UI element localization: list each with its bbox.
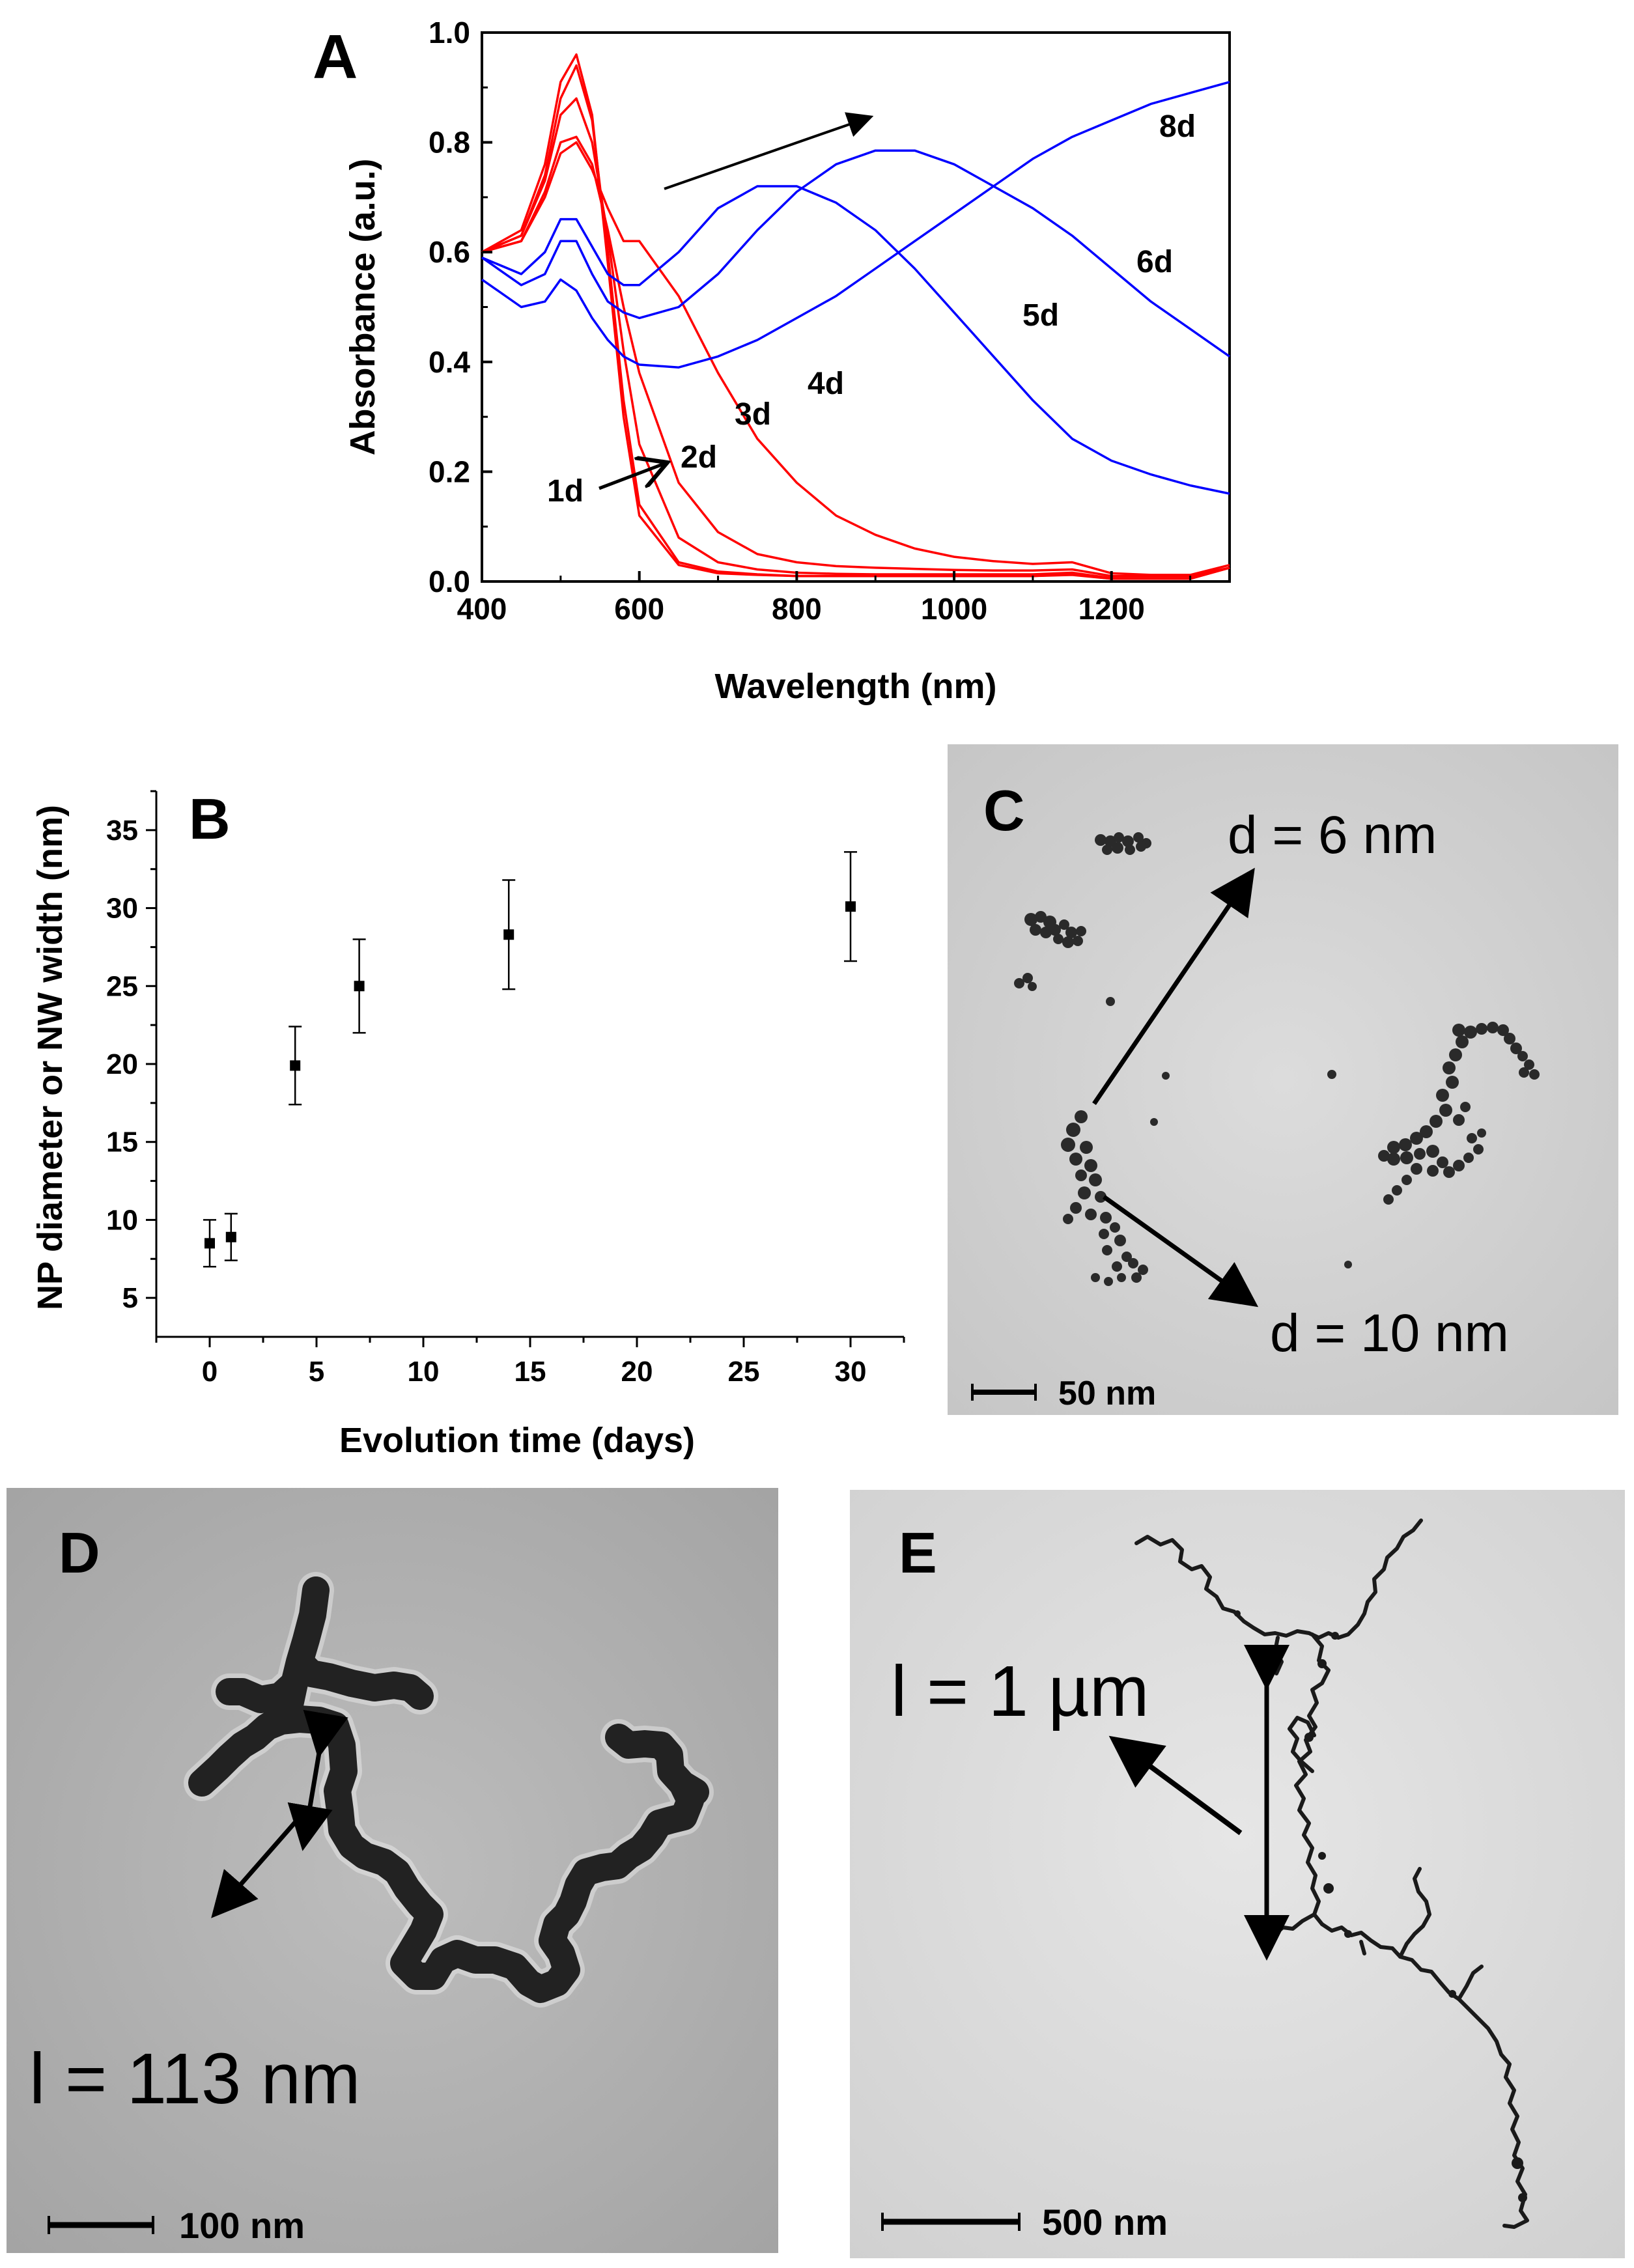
x-tick-label-a-400: 400	[457, 592, 507, 626]
plot-frame-a	[481, 31, 1231, 583]
annot-d6: d = 6 nm	[1228, 805, 1437, 865]
x-tick-label-b-10: 10	[408, 1356, 440, 1388]
scale-label-c: 50 nm	[1058, 1375, 1156, 1412]
x-tick-label-b-25: 25	[728, 1356, 760, 1388]
arrow-d6	[1092, 867, 1255, 1105]
y-tick-label-b-10: 10	[106, 1204, 138, 1236]
curve-label-8d: 8d	[1159, 109, 1196, 144]
data-point-5	[503, 929, 514, 940]
nanowire-e-knots	[1234, 1610, 1527, 2202]
y-tick-label-a-0.4: 0.4	[429, 345, 470, 379]
x-axis-title-a: Wavelength (nm)	[714, 667, 996, 706]
curve-label-1d: 1d	[547, 474, 584, 509]
pointer-arrow-e	[1108, 1735, 1243, 1836]
absorbance-series-7	[481, 149, 1231, 357]
nanowire-d	[184, 1572, 714, 2008]
y-tick-label-b-25: 25	[106, 970, 138, 1002]
x-axis-title-b: Evolution time (days)	[339, 1421, 695, 1460]
y-axis-title-a: Absorbance (a.u.)	[343, 158, 382, 455]
panel-b-letter: B	[189, 787, 231, 851]
absorbance-chart: 400 600 800 1000 1200 0.0 0.2 0.4 0.6 0.8 1.0 Wavel…	[343, 16, 1231, 706]
data-point-6	[845, 901, 856, 912]
y-tick-label-b-20: 20	[106, 1048, 138, 1080]
y-tick-label-b-15: 15	[106, 1127, 138, 1158]
curve-label-2d: 2d	[681, 440, 717, 475]
curve-label-5d: 5d	[1022, 298, 1059, 333]
redshift-arrow	[664, 112, 874, 190]
absorbance-series-6	[481, 185, 1230, 495]
panel-d-letter: D	[59, 1520, 100, 1585]
x-tick-label-b-5: 5	[309, 1356, 324, 1388]
y-axis-title-b: NP diameter or NW width (nm)	[31, 805, 70, 1310]
scale-bar-c	[971, 1384, 1037, 1401]
arrow-1d	[599, 464, 664, 490]
annot-length-e: l = 1 µm	[891, 1651, 1149, 1731]
panel-a: A 400 600 800 1000 1200 0.0 0.2 0.4 0.6 0.8 1.0 Wav…	[313, 16, 1231, 706]
curve-label-3d: 3d	[735, 397, 771, 432]
x-tick-label-a-1000: 1000	[921, 592, 987, 626]
nanowire-e	[1134, 1519, 1529, 2229]
x-tick-label-b-20: 20	[621, 1356, 653, 1388]
scale-label-d: 100 nm	[179, 2205, 305, 2246]
y-tick-label-a-0.8: 0.8	[429, 126, 470, 160]
length-arrow-d	[287, 1709, 348, 1851]
data-point-1	[204, 1238, 215, 1249]
y-tick-label-b-5: 5	[122, 1282, 138, 1314]
data-point-4	[354, 981, 365, 992]
x-tick-label-a-600: 600	[614, 592, 664, 626]
panel-c-letter: C	[983, 778, 1025, 843]
curve-label-4d: 4d	[808, 367, 844, 401]
arrow-d10	[1102, 1195, 1259, 1308]
nanoparticle-cluster-c	[1014, 832, 1540, 1286]
panel-a-letter: A	[313, 22, 358, 92]
pointer-arrow-d	[211, 1812, 305, 1918]
y-tick-label-a-0.2: 0.2	[429, 455, 470, 488]
annot-length-d: l = 113 nm	[29, 2039, 361, 2119]
x-tick-label-a-800: 800	[772, 592, 822, 626]
scale-label-e: 500 nm	[1042, 2202, 1168, 2243]
y-tick-label-b-35: 35	[106, 815, 138, 847]
absorbance-series-3	[481, 97, 1230, 580]
absorbance-series-2	[481, 64, 1230, 580]
data-point-2	[225, 1231, 236, 1242]
data-point-3	[290, 1060, 301, 1071]
y-tick-label-a-1: 1.0	[429, 16, 470, 49]
y-tick-label-a-0: 0.0	[429, 565, 470, 598]
scale-bar-d	[48, 2216, 154, 2234]
panel-b: B 0 5 10 15 20 25 30 5 10 15 20 25 30 35 Evolution tim…	[31, 787, 905, 1460]
panel-c-tem: C d = 6 nm d = 10 nm 50 nm	[948, 744, 1618, 1415]
curve-label-6d: 6d	[1136, 245, 1173, 279]
tem-image-c	[948, 744, 1618, 1415]
panel-e-letter: E	[899, 1520, 937, 1585]
y-tick-label-b-30: 30	[106, 893, 138, 925]
tem-image-e	[850, 1490, 1625, 2258]
x-tick-label-b-0: 0	[202, 1356, 218, 1388]
panel-d-tem: D l = 113 nm 100 nm	[7, 1488, 778, 2253]
absorbance-series-5	[481, 141, 1230, 576]
annot-d10: d = 10 nm	[1270, 1304, 1509, 1363]
y-tick-label-a-0.6: 0.6	[429, 235, 470, 269]
x-tick-label-b-15: 15	[514, 1356, 546, 1388]
x-tick-label-b-30: 30	[835, 1356, 867, 1388]
absorbance-series-4	[481, 135, 1230, 578]
absorbance-series-8	[481, 81, 1230, 369]
scale-bar-e	[881, 2213, 1021, 2231]
size-evolution-chart: 0 5 10 15 20 25 30 5 10 15 20 25 30 35 Evolution time …	[31, 790, 905, 1460]
panel-e-tem: E l = 1 µm 500 nm	[850, 1490, 1625, 2258]
x-tick-label-a-1200: 1200	[1078, 592, 1145, 626]
